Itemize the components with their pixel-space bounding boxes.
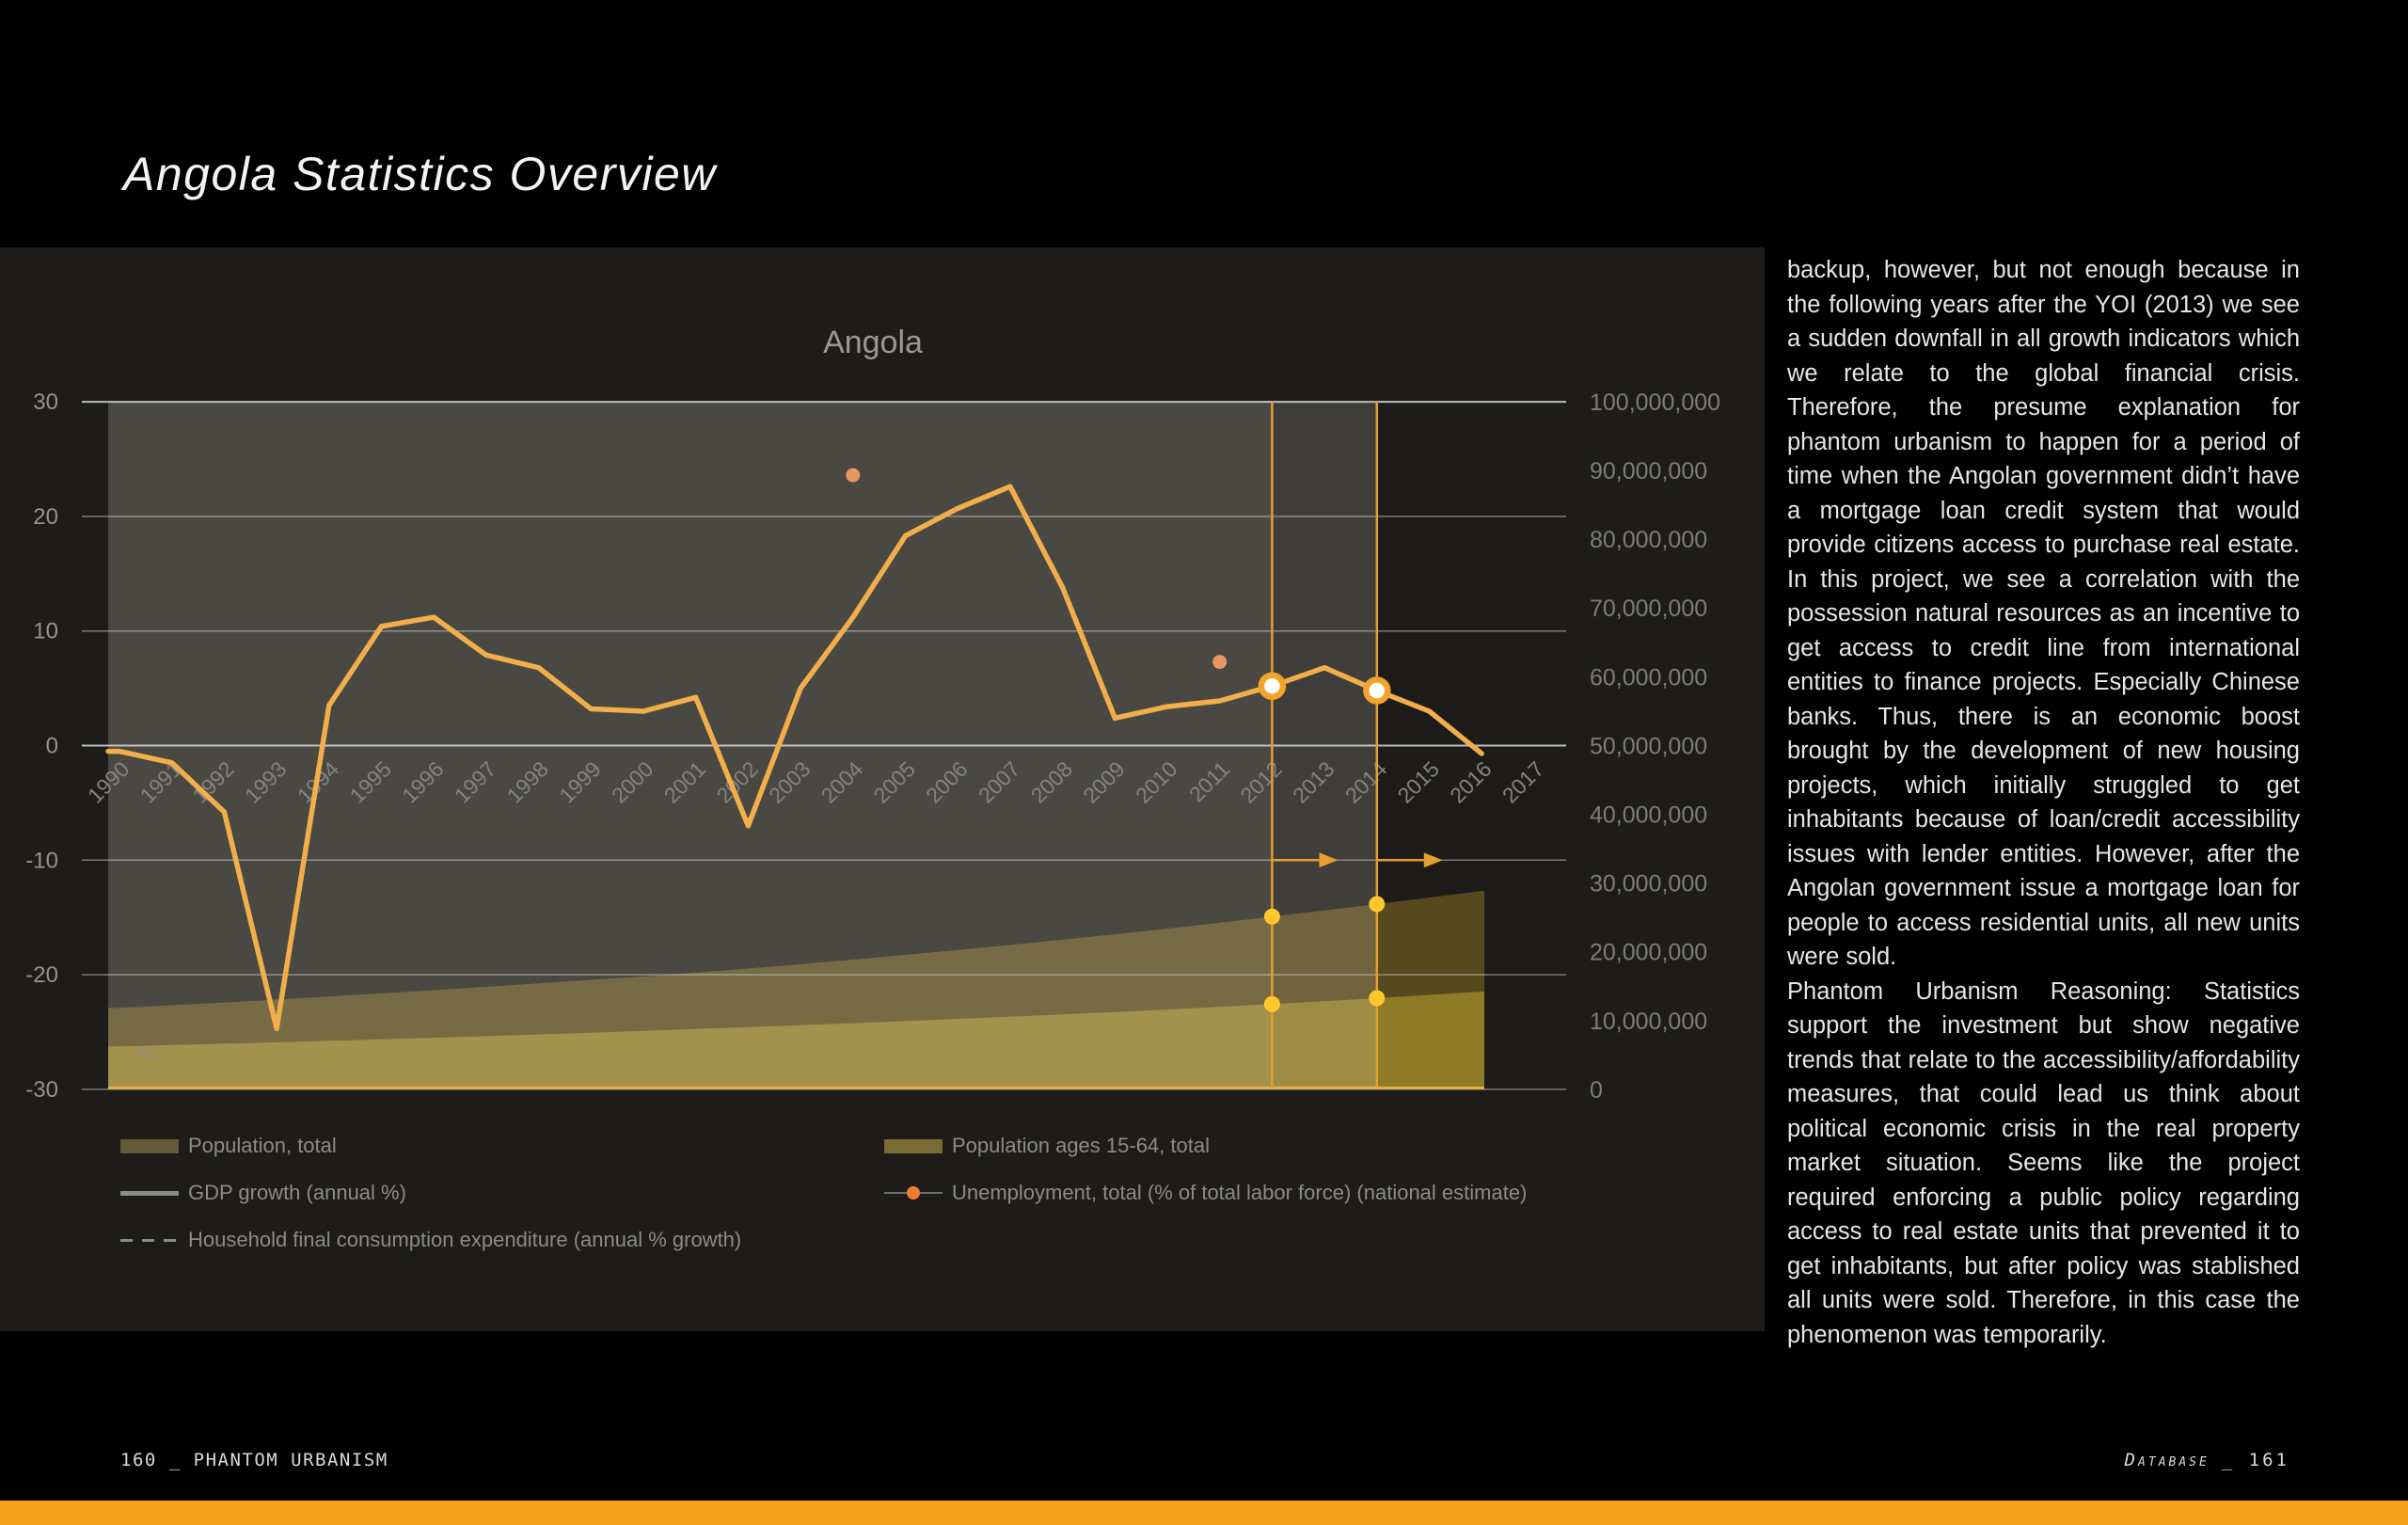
svg-text:20: 20 [33,504,58,530]
legend-label: Population, total [188,1134,337,1157]
svg-text:30: 30 [33,389,58,415]
svg-text:40,000,000: 40,000,000 [1590,802,1707,829]
footer-right-page-number: Database _ 161 [2125,1450,2289,1470]
legend-item-unemployment: Unemployment, total (% of total labor fo… [884,1181,1528,1204]
commentary-paragraph: backup, however, but not enough because … [1787,257,2300,970]
footer-section-name: Database [2124,1450,2210,1470]
footer-left-page-number: 160 _ PHANTOM URBANISM [120,1450,388,1470]
svg-text:20,000,000: 20,000,000 [1590,940,1707,966]
legend-label: GDP growth (annual %) [188,1181,406,1204]
population-total-swatch [120,1138,179,1153]
svg-text:2017: 2017 [1497,756,1549,808]
line-dot-swatch [884,1185,943,1200]
population-15-64-swatch [884,1138,943,1153]
bottom-accent-bar [0,1501,2408,1525]
svg-text:60,000,000: 60,000,000 [1590,664,1707,691]
svg-text:10: 10 [33,619,58,644]
svg-text:0: 0 [46,734,58,759]
legend-label: Population ages 15-64, total [952,1134,1210,1157]
svg-text:Angola: Angola [823,325,923,360]
svg-text:-20: -20 [25,962,58,988]
page-title: Angola Statistics Overview [123,148,717,200]
svg-text:2016: 2016 [1445,756,1497,808]
svg-text:-10: -10 [25,848,58,873]
svg-text:2015: 2015 [1392,756,1444,808]
svg-text:10,000,000: 10,000,000 [1590,1009,1707,1035]
svg-text:%: % [137,1042,156,1066]
legend-item-population-total: Population, total [120,1134,337,1157]
commentary-column: backup, however, but not enough because … [1787,253,2300,1352]
legend-label: Unemployment, total (% of total labor fo… [952,1181,1528,1204]
statistics-chart: 1990 1991 1992 1993 1994 1995 1996 1997 1998 1999… [25,325,1720,1104]
svg-text:-30: -30 [25,1077,58,1103]
svg-text:0: 0 [1590,1077,1603,1104]
footer-page-number: _ 161 [2221,1450,2289,1470]
svg-text:80,000,000: 80,000,000 [1590,527,1707,553]
legend-label: Household final consumption expenditure … [188,1228,742,1251]
svg-text:70,000,000: 70,000,000 [1590,596,1707,622]
svg-text:90,000,000: 90,000,000 [1590,458,1707,485]
commentary-paragraph: Phantom Urbanism Reasoning: Statistics s… [1787,977,2300,1348]
gdp-line-swatch [120,1190,179,1196]
svg-text:100,000,000: 100,000,000 [1590,389,1720,416]
legend-item-gdp-growth: GDP growth (annual %) [120,1181,406,1204]
legend-item-household-expenditure: Household final consumption expenditure … [120,1228,742,1251]
svg-text:30,000,000: 30,000,000 [1590,871,1707,898]
dashed-line-swatch [120,1238,179,1242]
chart-panel: 1990 1991 1992 1993 1994 1995 1996 1997 1998 1999… [0,247,1765,1331]
svg-text:50,000,000: 50,000,000 [1590,733,1707,759]
legend-item-population-15-64: Population ages 15-64, total [884,1134,1210,1157]
